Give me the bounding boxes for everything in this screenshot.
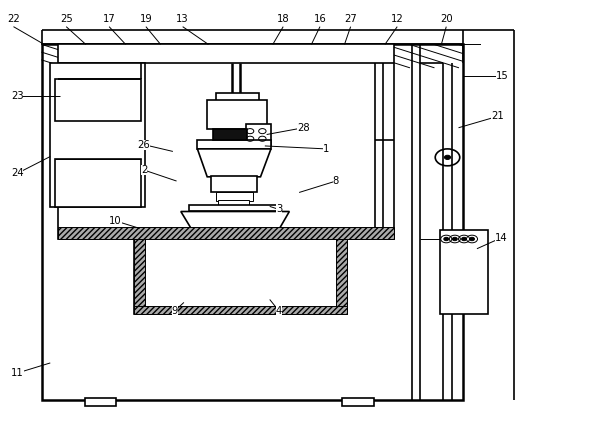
Text: 21: 21 — [492, 111, 504, 121]
Text: 16: 16 — [314, 14, 326, 24]
Bar — [58, 227, 394, 239]
Text: 17: 17 — [103, 14, 115, 24]
Text: 27: 27 — [345, 14, 357, 24]
Polygon shape — [181, 212, 289, 235]
Bar — [55, 79, 141, 121]
Text: 1: 1 — [323, 144, 329, 154]
Circle shape — [470, 237, 474, 241]
Text: 13: 13 — [177, 14, 189, 24]
Bar — [197, 140, 271, 149]
Bar — [55, 159, 141, 207]
Bar — [134, 239, 145, 314]
Text: 14: 14 — [495, 233, 508, 243]
Text: 26: 26 — [138, 140, 150, 150]
Bar — [211, 176, 257, 192]
Text: 3: 3 — [276, 204, 282, 214]
Bar — [207, 100, 267, 129]
Bar — [216, 93, 259, 101]
Bar — [246, 124, 271, 145]
Bar — [145, 239, 336, 306]
Bar — [218, 200, 249, 206]
Bar — [58, 44, 394, 239]
Text: 22: 22 — [7, 14, 20, 24]
Bar — [85, 398, 116, 406]
Text: 15: 15 — [497, 71, 509, 81]
Text: 23: 23 — [11, 91, 23, 102]
Bar — [342, 398, 374, 406]
Bar — [440, 230, 488, 314]
Bar — [134, 239, 347, 314]
Text: 24: 24 — [11, 168, 23, 179]
Text: 12: 12 — [391, 14, 403, 24]
Circle shape — [444, 237, 449, 241]
Text: 10: 10 — [109, 216, 121, 226]
Bar — [213, 129, 247, 140]
Bar — [50, 63, 145, 207]
Text: 20: 20 — [440, 14, 452, 24]
Bar — [134, 306, 347, 314]
Text: 19: 19 — [140, 14, 152, 24]
Text: 4: 4 — [276, 306, 282, 316]
Text: 25: 25 — [60, 14, 72, 24]
Text: 2: 2 — [141, 165, 147, 175]
Circle shape — [444, 155, 451, 159]
Bar — [42, 44, 463, 400]
Bar — [336, 239, 347, 314]
Circle shape — [462, 237, 466, 241]
Bar — [216, 192, 253, 201]
Text: 11: 11 — [11, 368, 23, 378]
Circle shape — [452, 237, 457, 241]
Text: 28: 28 — [297, 123, 310, 133]
Text: 18: 18 — [277, 14, 289, 24]
Bar — [189, 205, 281, 212]
Polygon shape — [197, 149, 271, 177]
Text: 8: 8 — [333, 176, 339, 186]
Text: 9: 9 — [172, 306, 178, 316]
